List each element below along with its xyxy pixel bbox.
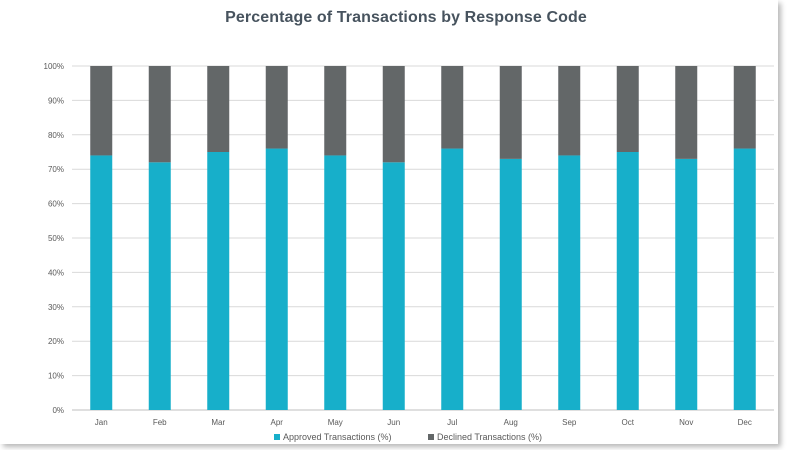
bar-declined — [616, 66, 639, 152]
legend-swatch-approved — [274, 434, 280, 440]
y-tick-label: 50% — [48, 234, 64, 243]
x-tick-label: Sep — [562, 418, 577, 427]
y-tick-label: 0% — [52, 406, 64, 415]
x-tick-label: May — [328, 418, 343, 427]
bar-approved — [499, 158, 522, 410]
chart-frame: Percentage of Transactions by Response C… — [43, 9, 774, 442]
y-tick-label: 40% — [48, 268, 64, 277]
bar-declined — [207, 66, 230, 152]
legend: Approved Transactions (%) Declined Transa… — [274, 432, 542, 442]
bar-declined — [324, 66, 347, 156]
legend-label-declined: Declined Transactions (%) — [437, 432, 542, 442]
x-axis: Jan Feb Mar Apr May Jun Jul Aug Sep Oct Nov Dec — [95, 418, 752, 427]
y-tick-label: 20% — [48, 337, 64, 346]
bar-approved — [675, 158, 698, 410]
bar-declined — [90, 66, 113, 156]
x-tick-label: Jun — [387, 418, 400, 427]
bar-declined — [441, 66, 464, 149]
bar-approved — [558, 155, 581, 410]
bar-approved — [265, 148, 288, 410]
bar-approved — [441, 148, 464, 410]
bar-declined — [382, 66, 405, 163]
x-tick-label: Feb — [153, 418, 167, 427]
bar-declined — [499, 66, 522, 159]
gridlines — [72, 65, 774, 411]
bars — [90, 66, 756, 410]
bar-approved — [382, 162, 405, 410]
legend-label-approved: Approved Transactions (%) — [283, 432, 392, 442]
legend-swatch-declined — [428, 434, 434, 440]
bar-approved — [324, 155, 347, 410]
x-tick-label: Nov — [679, 418, 693, 427]
x-tick-label: Dec — [738, 418, 752, 427]
y-tick-label: 90% — [48, 96, 64, 105]
chart-title: Percentage of Transactions by Response C… — [225, 9, 587, 26]
bar-declined — [558, 66, 581, 156]
x-tick-label: Aug — [504, 418, 518, 427]
stacked-bar-chart: 0% 10% 20% 30% 40% 50% 60% 70% 80% 90% 100% Jan Feb M… — [44, 62, 774, 442]
y-tick-label: 30% — [48, 303, 64, 312]
bar-approved — [207, 152, 230, 410]
y-axis: 0% 10% 20% 30% 40% 50% 60% 70% 80% 90% 100% — [44, 62, 64, 415]
bar-declined — [148, 66, 171, 163]
y-tick-label: 60% — [48, 200, 64, 209]
x-tick-label: Oct — [622, 418, 635, 427]
y-tick-label: 70% — [48, 165, 64, 174]
y-tick-label: 10% — [48, 372, 64, 381]
x-tick-label: Jul — [447, 418, 457, 427]
bar-approved — [616, 152, 639, 410]
x-tick-label: Apr — [271, 418, 284, 427]
bar-approved — [90, 155, 113, 410]
bar-declined — [675, 66, 698, 159]
x-tick-label: Mar — [211, 418, 225, 427]
y-tick-label: 100% — [44, 62, 64, 71]
x-tick-label: Jan — [95, 418, 108, 427]
bar-declined — [733, 66, 756, 149]
y-tick-label: 80% — [48, 131, 64, 140]
bar-approved — [733, 148, 756, 410]
bar-declined — [265, 66, 288, 149]
bar-approved — [148, 162, 171, 410]
